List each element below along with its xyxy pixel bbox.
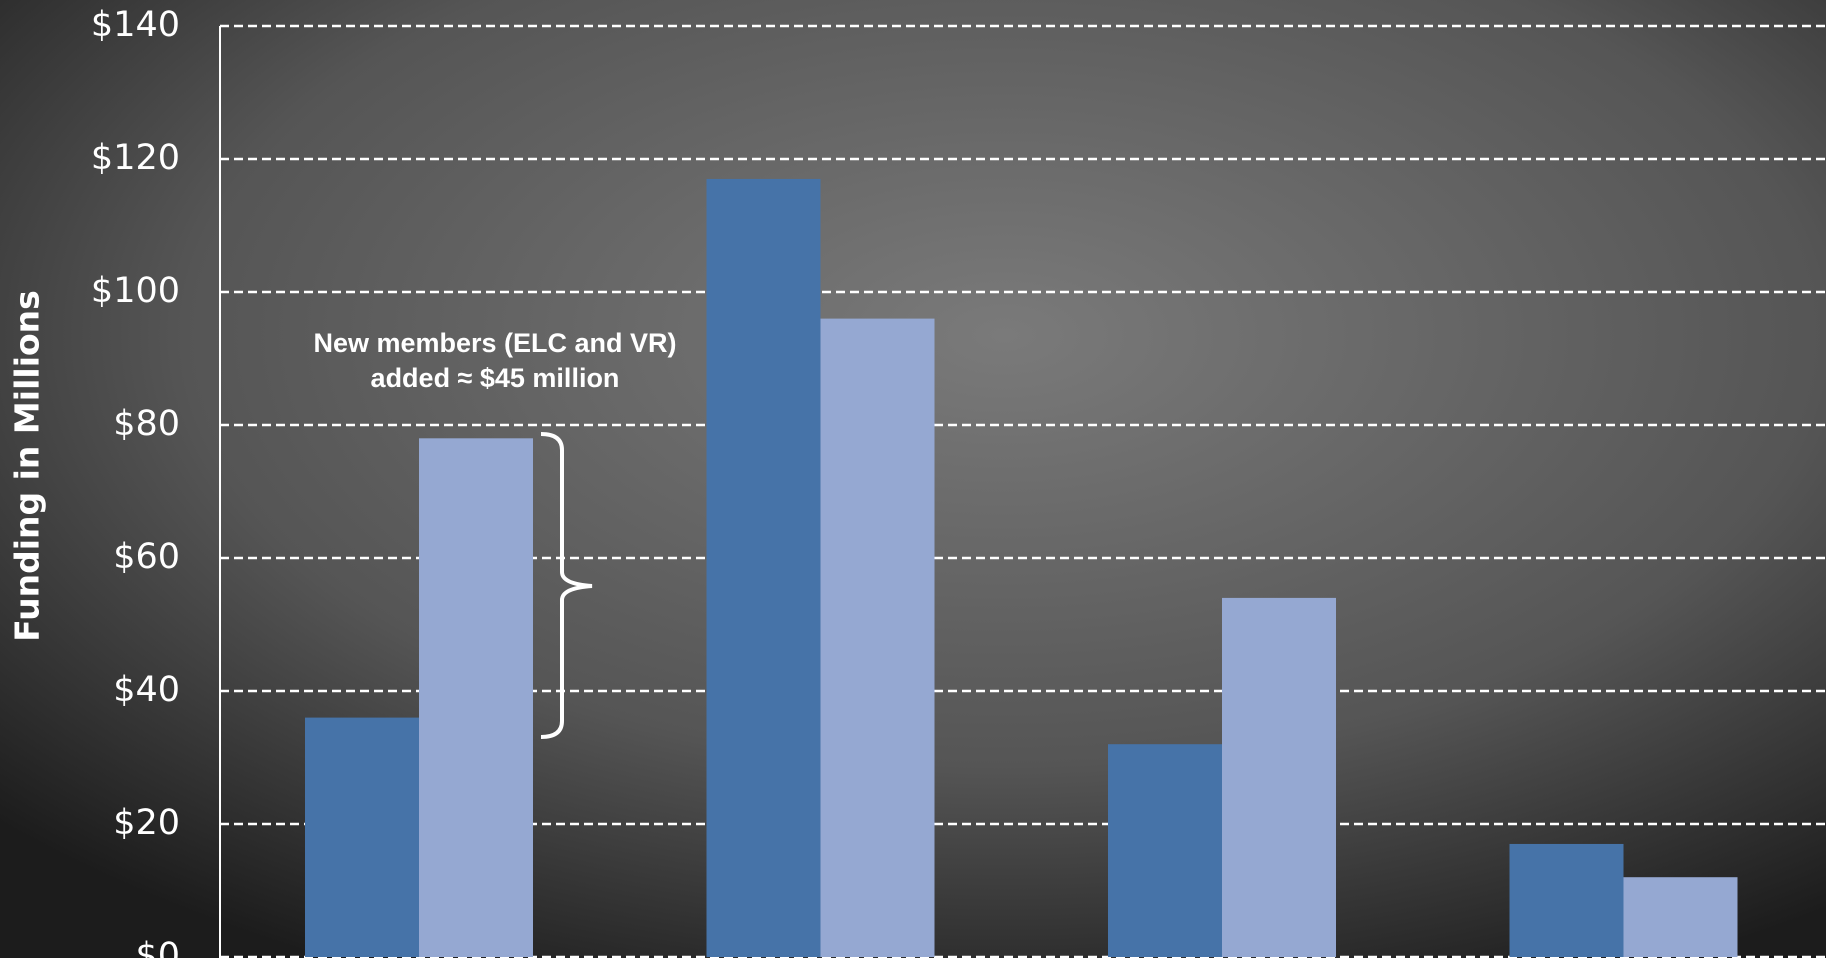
- y-tick-label: $60: [113, 537, 180, 577]
- annotation: New members (ELC and VR) added ≈ $45 mil…: [313, 328, 677, 393]
- y-tick-label: $80: [113, 404, 180, 444]
- bar: [706, 178, 821, 957]
- y-tick-label: $40: [113, 670, 180, 710]
- brace: [540, 432, 593, 739]
- annotation-box: New members (ELC and VR) added ≈ $45 mil…: [313, 328, 677, 393]
- bars: [305, 178, 1738, 958]
- bar: [419, 438, 533, 957]
- bar: [305, 717, 419, 957]
- y-tick-label: $0: [135, 936, 180, 958]
- bar: [1108, 744, 1222, 957]
- bar: [1222, 597, 1336, 957]
- y-tick-label: $20: [113, 803, 180, 843]
- y-tick-label: $140: [91, 5, 180, 45]
- bar: [1623, 877, 1738, 957]
- bar: [1509, 843, 1624, 957]
- bar: [820, 318, 935, 958]
- y-tick-label: $100: [91, 271, 180, 311]
- y-tick-label: $120: [91, 138, 180, 178]
- y-axis-title: Funding in Millions: [8, 290, 47, 642]
